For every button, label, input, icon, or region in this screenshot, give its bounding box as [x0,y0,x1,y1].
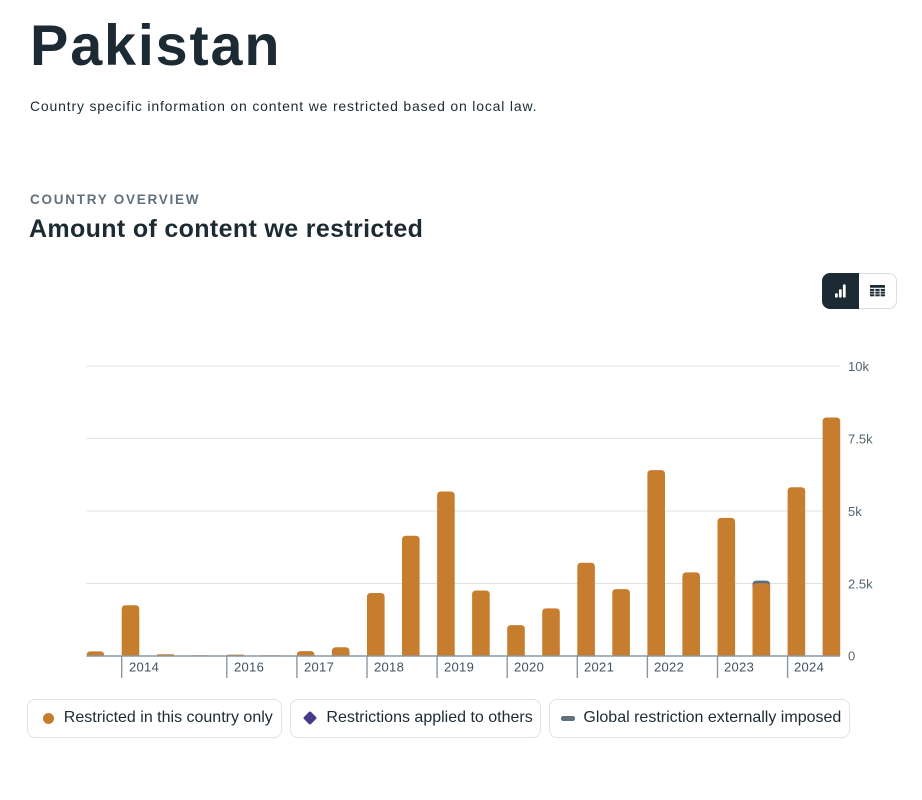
svg-text:2016: 2016 [234,660,264,675]
svg-text:2018: 2018 [374,660,404,675]
svg-text:10k: 10k [848,359,869,374]
svg-text:2.5k: 2.5k [848,577,873,592]
svg-text:7.5k: 7.5k [848,432,873,447]
svg-text:2022: 2022 [654,660,684,675]
svg-text:2014: 2014 [129,660,159,675]
svg-text:2024: 2024 [794,660,824,675]
svg-text:2021: 2021 [584,660,614,675]
svg-text:2017: 2017 [304,660,334,675]
svg-text:2020: 2020 [514,660,544,675]
svg-text:2019: 2019 [444,660,474,675]
svg-text:5k: 5k [848,504,862,519]
svg-text:0: 0 [848,649,855,664]
svg-text:2023: 2023 [724,660,754,675]
